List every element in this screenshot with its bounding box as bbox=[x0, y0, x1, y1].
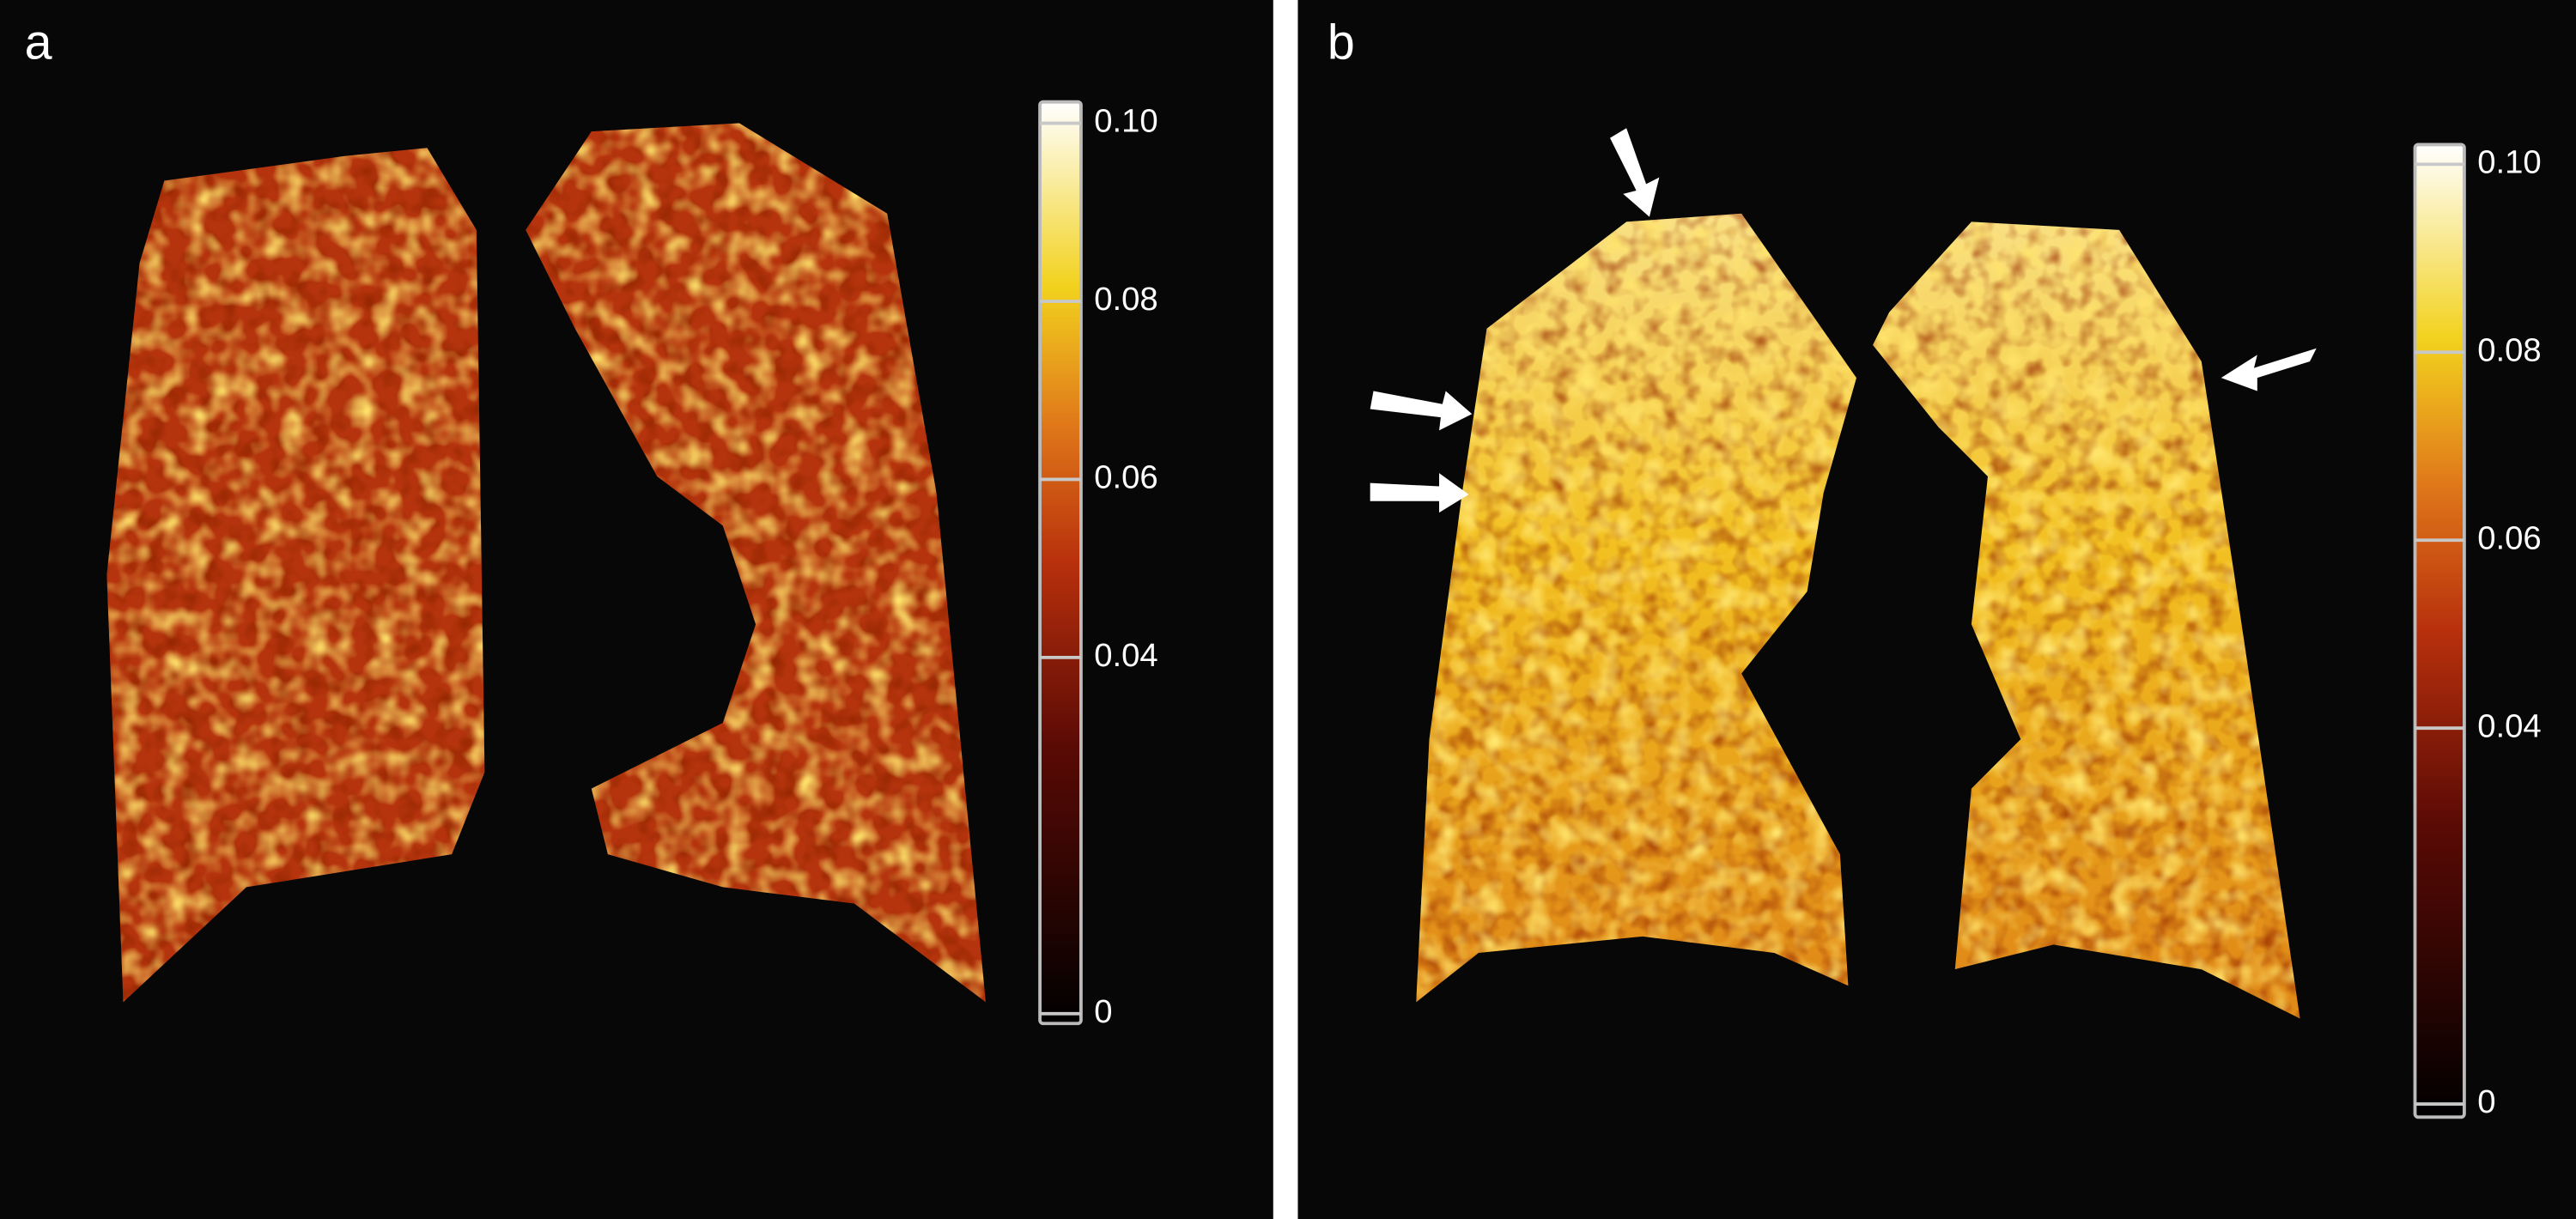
arrow bbox=[1370, 391, 1473, 431]
colorbar-tick-label: 0.06 bbox=[1094, 459, 1157, 496]
arrow bbox=[1610, 128, 1660, 217]
colorbar-tick-label: 0.08 bbox=[1094, 281, 1157, 318]
colorbar-tick-label: 0.04 bbox=[2477, 707, 2541, 744]
arrow bbox=[2221, 348, 2317, 391]
colorbar-tick-label: 0.10 bbox=[1094, 103, 1157, 140]
arrows bbox=[1370, 128, 2317, 513]
colorbar-tick-label: 0.04 bbox=[1094, 637, 1157, 674]
colorbar bbox=[1038, 100, 1083, 1026]
colorbar-tick-label: 0.06 bbox=[2477, 519, 2541, 556]
arrow bbox=[1370, 473, 1469, 513]
colorbar-tick-label: 0.10 bbox=[2477, 143, 2541, 180]
colorbar bbox=[2413, 143, 2466, 1119]
colorbar-tick-label: 0.08 bbox=[2477, 331, 2541, 368]
panel-divider bbox=[1273, 0, 1298, 1219]
panel-label: b bbox=[1327, 15, 1355, 70]
colorbar-tick-label: 0 bbox=[2477, 1083, 2495, 1120]
panel-label: a bbox=[25, 15, 52, 70]
colorbar-tick-label: 0 bbox=[1094, 993, 1112, 1030]
